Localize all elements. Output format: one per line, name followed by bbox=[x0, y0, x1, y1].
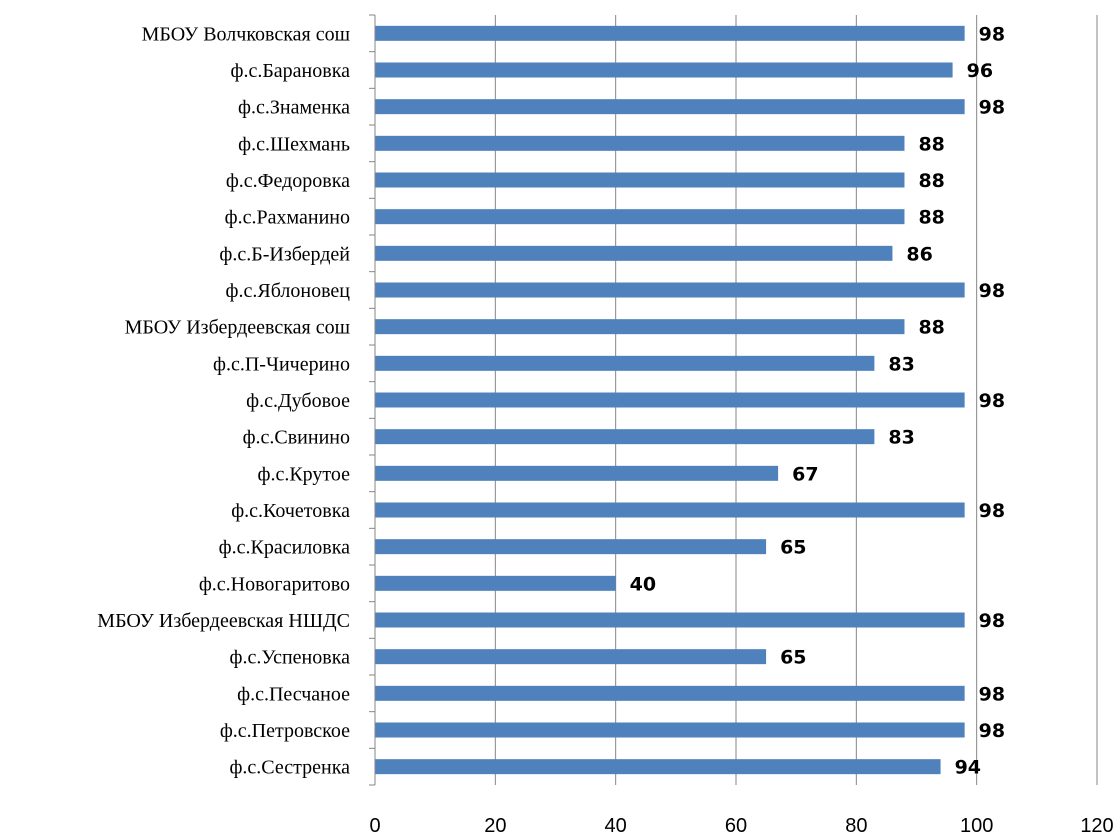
bar bbox=[375, 429, 875, 445]
category-label: ф.с.Б-Избердей bbox=[219, 243, 350, 265]
bar bbox=[375, 282, 965, 298]
x-tick-label-100: 100 bbox=[960, 815, 993, 837]
bar bbox=[375, 722, 965, 738]
data-label: 98 bbox=[979, 280, 1005, 302]
bar bbox=[375, 319, 905, 335]
bar bbox=[375, 355, 875, 371]
data-label: 96 bbox=[967, 60, 993, 82]
bar bbox=[375, 392, 965, 408]
data-label: 65 bbox=[780, 647, 806, 669]
data-label: 88 bbox=[918, 170, 944, 192]
data-label: 88 bbox=[918, 317, 944, 339]
bar bbox=[375, 612, 965, 628]
data-label: 98 bbox=[979, 500, 1005, 522]
data-label: 88 bbox=[918, 133, 944, 155]
category-label: ф.с.Новогаритово bbox=[199, 573, 350, 595]
category-label: ф.с.П-Чичерино bbox=[213, 353, 350, 375]
data-label: 65 bbox=[780, 537, 806, 559]
category-label: ф.с.Сестренка bbox=[229, 757, 350, 779]
category-label: ф.с.Федоровка bbox=[226, 170, 350, 192]
bar bbox=[375, 172, 905, 188]
bar bbox=[375, 575, 616, 591]
data-label: 98 bbox=[979, 23, 1005, 45]
category-label: ф.с.Дубовое bbox=[246, 390, 350, 412]
category-label: МБОУ Избердеевская сош bbox=[125, 317, 351, 339]
category-label: ф.с.Свинино bbox=[243, 427, 350, 449]
bar bbox=[375, 99, 965, 115]
data-label: 98 bbox=[979, 390, 1005, 412]
category-label: ф.с.Успеновка bbox=[230, 647, 351, 669]
x-tick-label-0: 0 bbox=[369, 815, 380, 837]
data-label: 83 bbox=[888, 353, 914, 375]
bar bbox=[375, 245, 893, 261]
data-label: 67 bbox=[792, 463, 818, 485]
category-label: ф.с.Шехмань bbox=[238, 133, 350, 155]
bar bbox=[375, 25, 965, 41]
bar bbox=[375, 209, 905, 225]
data-label: 98 bbox=[979, 720, 1005, 742]
bar bbox=[375, 539, 767, 555]
category-labels: МБОУ Волчковская сош ф.с.Барановка ф.с.Зна… bbox=[97, 23, 350, 778]
x-tick-label-20: 20 bbox=[484, 815, 506, 837]
data-label: 88 bbox=[918, 207, 944, 229]
data-label: 83 bbox=[888, 427, 914, 449]
category-label: МБОУ Волчковская сош bbox=[142, 23, 351, 45]
category-label: ф.с.Рахманино bbox=[225, 207, 350, 229]
category-label: ф.с.Петровское bbox=[220, 720, 350, 742]
data-label: 40 bbox=[630, 573, 656, 595]
data-label: 98 bbox=[979, 610, 1005, 632]
bar bbox=[375, 649, 767, 665]
data-label: 98 bbox=[979, 683, 1005, 705]
x-tick-label-40: 40 bbox=[605, 815, 627, 837]
x-tick-label-80: 80 bbox=[845, 815, 867, 837]
x-tick-label-120: 120 bbox=[1080, 815, 1113, 837]
bar bbox=[375, 759, 941, 775]
bar bbox=[375, 135, 905, 151]
category-label: ф.с.Крутое bbox=[257, 463, 350, 485]
bar bbox=[375, 465, 779, 481]
category-label: ф.с.Песчаное bbox=[237, 683, 350, 705]
category-label: ф.с.Знаменка bbox=[238, 97, 350, 119]
bar bbox=[375, 62, 953, 78]
data-label: 98 bbox=[979, 97, 1005, 119]
data-labels: 9896988888888698888398836798654098659898… bbox=[630, 23, 1005, 778]
bar bbox=[375, 685, 965, 701]
category-label: ф.с.Кочетовка bbox=[231, 500, 350, 522]
data-label: 86 bbox=[906, 243, 932, 265]
category-label: ф.с.Красиловка bbox=[219, 537, 350, 559]
bar bbox=[375, 502, 965, 518]
category-label: МБОУ Избердеевская НШДС bbox=[97, 610, 350, 632]
category-label: ф.с.Яблоновец bbox=[226, 280, 351, 302]
y-axis bbox=[369, 14, 376, 786]
data-label: 94 bbox=[955, 757, 981, 779]
x-tick-label-60: 60 bbox=[725, 815, 747, 837]
x-tick-labels: 0 20 40 60 80 100 120 bbox=[369, 815, 1113, 837]
bars bbox=[375, 25, 965, 775]
category-label: ф.с.Барановка bbox=[230, 60, 350, 82]
